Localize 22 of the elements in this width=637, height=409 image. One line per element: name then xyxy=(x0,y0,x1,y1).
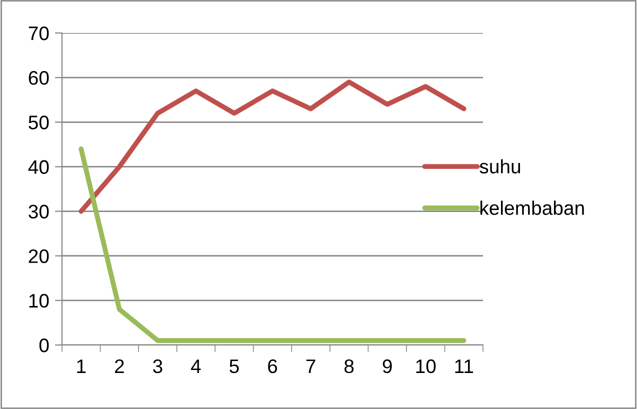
y-tick-label: 70 xyxy=(28,26,49,40)
x-tick-label: 11 xyxy=(455,360,474,373)
x-tick-label: 6 xyxy=(268,359,278,374)
x-tick-label: 3 xyxy=(153,359,162,374)
y-tick-label: 40 xyxy=(28,160,49,174)
x-tick-label: 9 xyxy=(382,359,392,374)
y-tick-label: 10 xyxy=(29,294,49,308)
y-tick-label: 30 xyxy=(28,204,49,219)
x-tick-label: 8 xyxy=(344,359,354,374)
legend-label: suhu xyxy=(480,159,520,174)
y-tick-label: 0 xyxy=(39,338,49,352)
x-tick-label: 4 xyxy=(190,360,201,373)
legend-label: kelembaban xyxy=(480,200,584,215)
x-tick-label: 1 xyxy=(77,360,86,373)
y-tick-label: 50 xyxy=(28,116,49,130)
x-tick-label: 7 xyxy=(306,360,316,373)
x-tick-label: 2 xyxy=(114,359,124,373)
x-tick-label: 10 xyxy=(416,359,436,374)
y-tick-label: 20 xyxy=(28,249,49,264)
line-series xyxy=(78,80,466,214)
x-tick-label: 5 xyxy=(230,360,239,374)
y-tick-label: 60 xyxy=(28,71,49,85)
